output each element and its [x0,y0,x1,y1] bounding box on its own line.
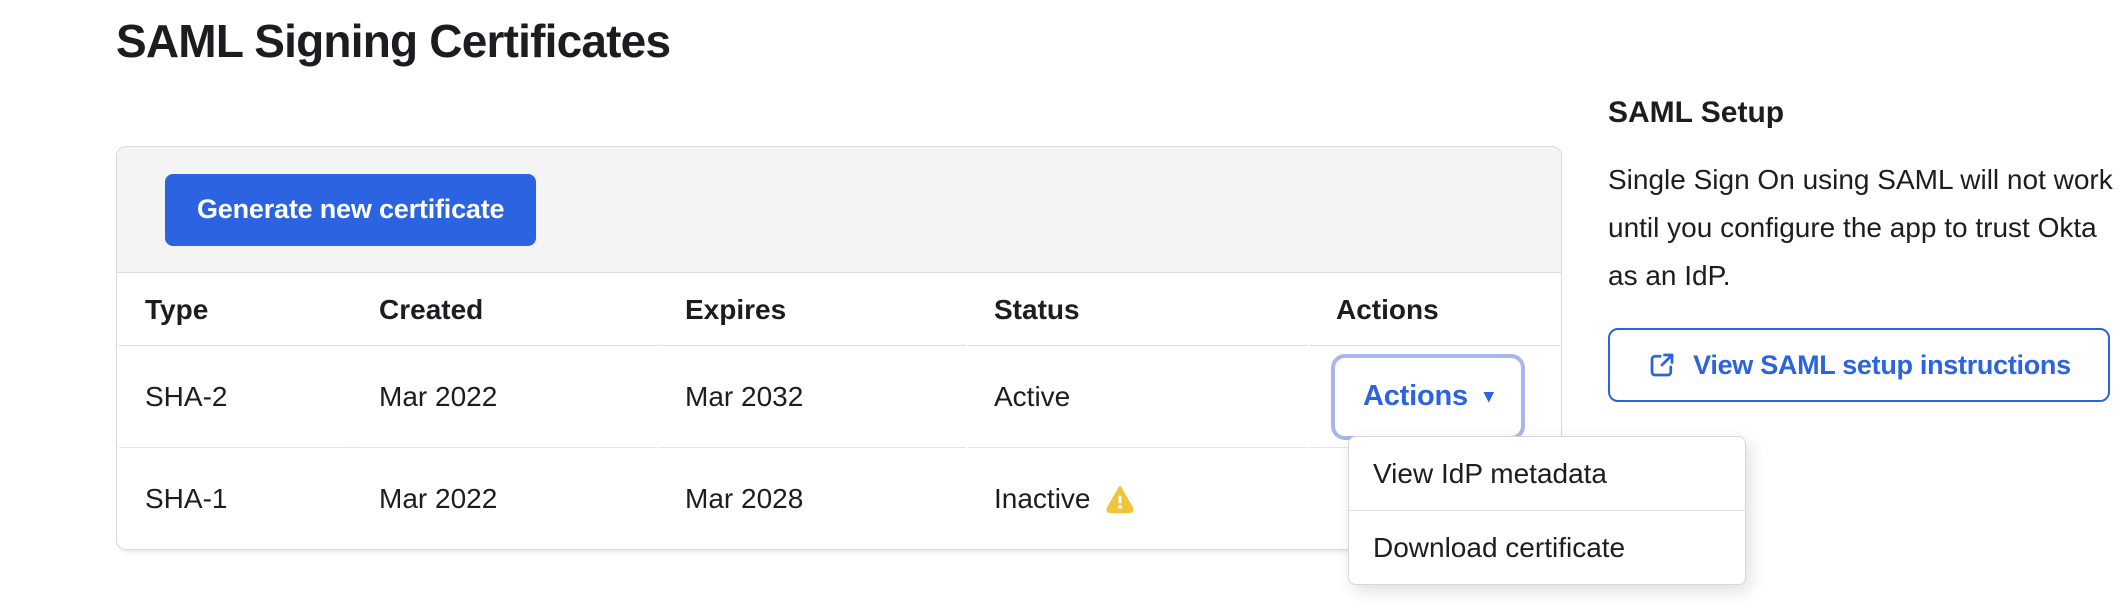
cell-created: Mar 2022 [353,346,657,448]
actions-button-label: Actions [1363,380,1468,412]
cell-status: Active [968,346,1308,448]
cell-type: SHA-2 [119,346,351,448]
certificates-toolbar: Generate new certificate [117,147,1561,273]
column-header-expires: Expires [659,274,966,346]
generate-new-certificate-button[interactable]: Generate new certificate [165,173,537,246]
sidebar-heading: SAML Setup [1608,96,1785,129]
cell-type: SHA-1 [145,482,228,514]
column-header-type: Type [119,274,351,346]
setup-button-label: View SAML setup instructions [1693,349,2071,380]
caret-down-icon: ▾ [1483,386,1494,407]
page-title: SAML Signing Certificates [116,15,671,67]
column-header-actions: Actions [1310,274,1559,346]
column-header-created: Created [353,274,657,346]
actions-dropdown-button[interactable]: Actions ▾ [1331,353,1526,440]
external-link-icon [1647,350,1677,380]
cell-created: Mar 2022 [379,482,498,514]
cell-actions: Actions ▾ [1310,346,1559,448]
warning-icon [1105,484,1135,514]
cell-expires: Mar 2032 [659,346,966,448]
certificates-panel: Generate new certificate Type Created Ex… [116,146,1562,550]
table-row: SHA-2 Mar 2022 Mar 2032 Active Actions ▾ [119,346,1559,448]
sidebar-description: Single Sign On using SAML will not work … [1608,164,2113,291]
status-text: Inactive [994,482,1091,514]
table-header-row: Type Created Expires Status Actions [119,274,1559,346]
cell-expires: Mar 2028 [685,482,804,514]
menu-item-view-idp-metadata[interactable]: View IdP metadata [1349,437,1745,510]
menu-item-download-certificate[interactable]: Download certificate [1349,510,1745,584]
actions-dropdown-menu: View IdP metadata Download certificate [1348,436,1746,585]
view-saml-setup-instructions-button[interactable]: View SAML setup instructions [1608,328,2110,402]
cell-status: Inactive [968,448,1308,549]
certificates-table: Type Created Expires Status Actions SHA-… [117,274,1561,549]
table-row: SHA-1 Mar 2022 Mar 2028 Inactive [119,448,1559,549]
saml-setup-sidebar: SAML Setup Single Sign On using SAML wil… [1608,96,2114,402]
column-header-status: Status [968,274,1308,346]
